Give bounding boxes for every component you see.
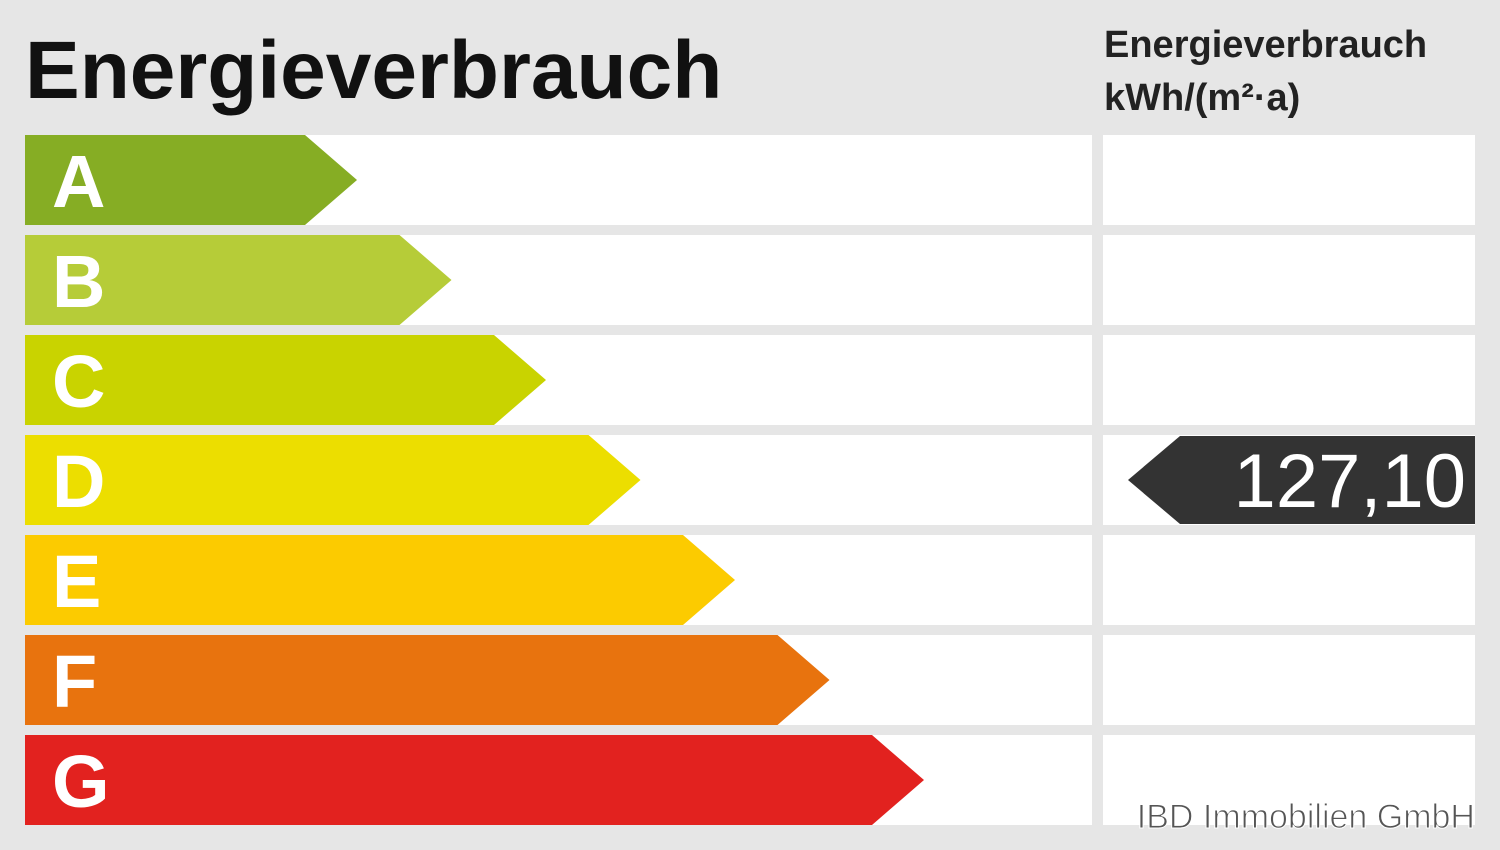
value-cell [1103,235,1475,325]
class-letter: C [52,340,105,423]
class-arrow [25,335,546,425]
footer: IBD Immobilien GmbH [1137,798,1475,836]
unit-line: Energieverbrauch [1104,24,1427,66]
class-letter: E [52,540,101,623]
indicator-arrow [1128,436,1475,524]
class-letter: D [52,440,105,523]
class-arrow [25,735,924,825]
class-letter: G [52,740,110,823]
value-cell [1103,735,1475,825]
class-arrow [25,535,735,625]
class-letter: F [52,640,97,723]
class-arrow [25,435,641,525]
title: Energieverbrauch [25,25,722,116]
value-cell [1103,635,1475,725]
class-arrow [25,235,452,325]
value-cell [1103,535,1475,625]
value-cell [1103,135,1475,225]
value-cell [1103,335,1475,425]
class-arrow [25,635,830,725]
class-letter: B [52,240,105,323]
class-letter: A [52,140,105,223]
unit-line: kWh/(m²·a) [1104,77,1300,119]
class-arrow [25,135,357,225]
indicator-value: 127,10 [1234,439,1466,524]
